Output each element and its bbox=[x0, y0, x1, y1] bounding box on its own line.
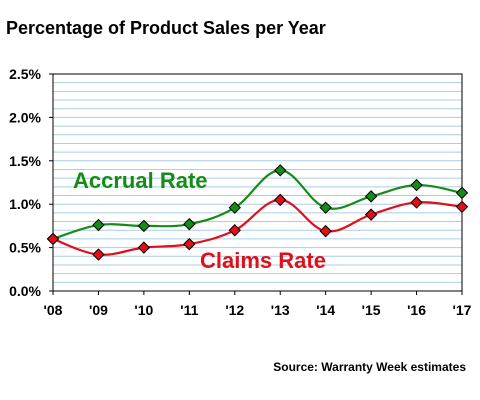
claims-rate-point bbox=[228, 224, 241, 237]
chart-title: Percentage of Product Sales per Year bbox=[6, 18, 326, 38]
claims-rate-point bbox=[319, 224, 332, 238]
x-tick-label: '15 bbox=[362, 302, 381, 318]
accrual-rate-point bbox=[274, 164, 287, 177]
claims-rate-point bbox=[410, 196, 423, 209]
accrual-rate-point bbox=[364, 190, 378, 203]
claims-rate-point bbox=[455, 200, 469, 214]
x-tick-label: '14 bbox=[316, 302, 335, 318]
x-tick-label: '11 bbox=[180, 302, 198, 318]
x-tick-label: '17 bbox=[453, 302, 472, 318]
accrual-rate-point bbox=[92, 218, 105, 232]
accrual-rate-label: Accrual Rate bbox=[73, 168, 208, 193]
y-tick-label: 1.0% bbox=[9, 196, 41, 212]
accrual-rate-line bbox=[52, 169, 463, 240]
y-tick-label: 2.0% bbox=[9, 109, 41, 125]
claims-rate-label: Claims Rate bbox=[200, 248, 326, 273]
claims-rate-point bbox=[137, 241, 151, 254]
y-tick-label: 0.5% bbox=[9, 240, 41, 256]
claims-rate-line bbox=[52, 198, 463, 256]
claims-rate-point bbox=[274, 193, 287, 207]
y-tick-label: 1.5% bbox=[9, 153, 41, 169]
claims-rate-point bbox=[46, 232, 60, 246]
x-tick-label: '12 bbox=[225, 302, 244, 318]
x-tick-label: '10 bbox=[134, 302, 153, 318]
accrual-rate-point bbox=[410, 178, 423, 192]
x-tick-label: '08 bbox=[44, 302, 63, 318]
series-markers bbox=[46, 164, 469, 261]
y-tick-label: 0.0% bbox=[9, 283, 41, 299]
accrual-rate-point bbox=[183, 217, 196, 231]
accrual-rate-point bbox=[137, 219, 151, 233]
series-lines bbox=[52, 169, 463, 256]
x-tick-label: '16 bbox=[407, 302, 426, 318]
x-tick-label: '13 bbox=[271, 302, 290, 318]
claims-rate-point bbox=[364, 208, 378, 221]
accrual-rate-point bbox=[319, 201, 332, 214]
accrual-rate-point bbox=[228, 201, 241, 214]
source-note: Source: Warranty Week estimates bbox=[273, 360, 466, 374]
x-tick-label: '09 bbox=[89, 302, 108, 318]
axis-ticks: 0.0% 0.5% 1.0% 1.5% 2.0% 2.5% '08 '09 '10 '11 '12 '… bbox=[9, 66, 472, 318]
claims-rate-point bbox=[183, 237, 196, 251]
claims-rate-point bbox=[92, 248, 105, 261]
y-tick-label: 2.5% bbox=[9, 66, 41, 82]
accrual-rate-point bbox=[455, 186, 469, 200]
plot-area-frame bbox=[52, 73, 463, 292]
gridlines bbox=[53, 82, 462, 283]
